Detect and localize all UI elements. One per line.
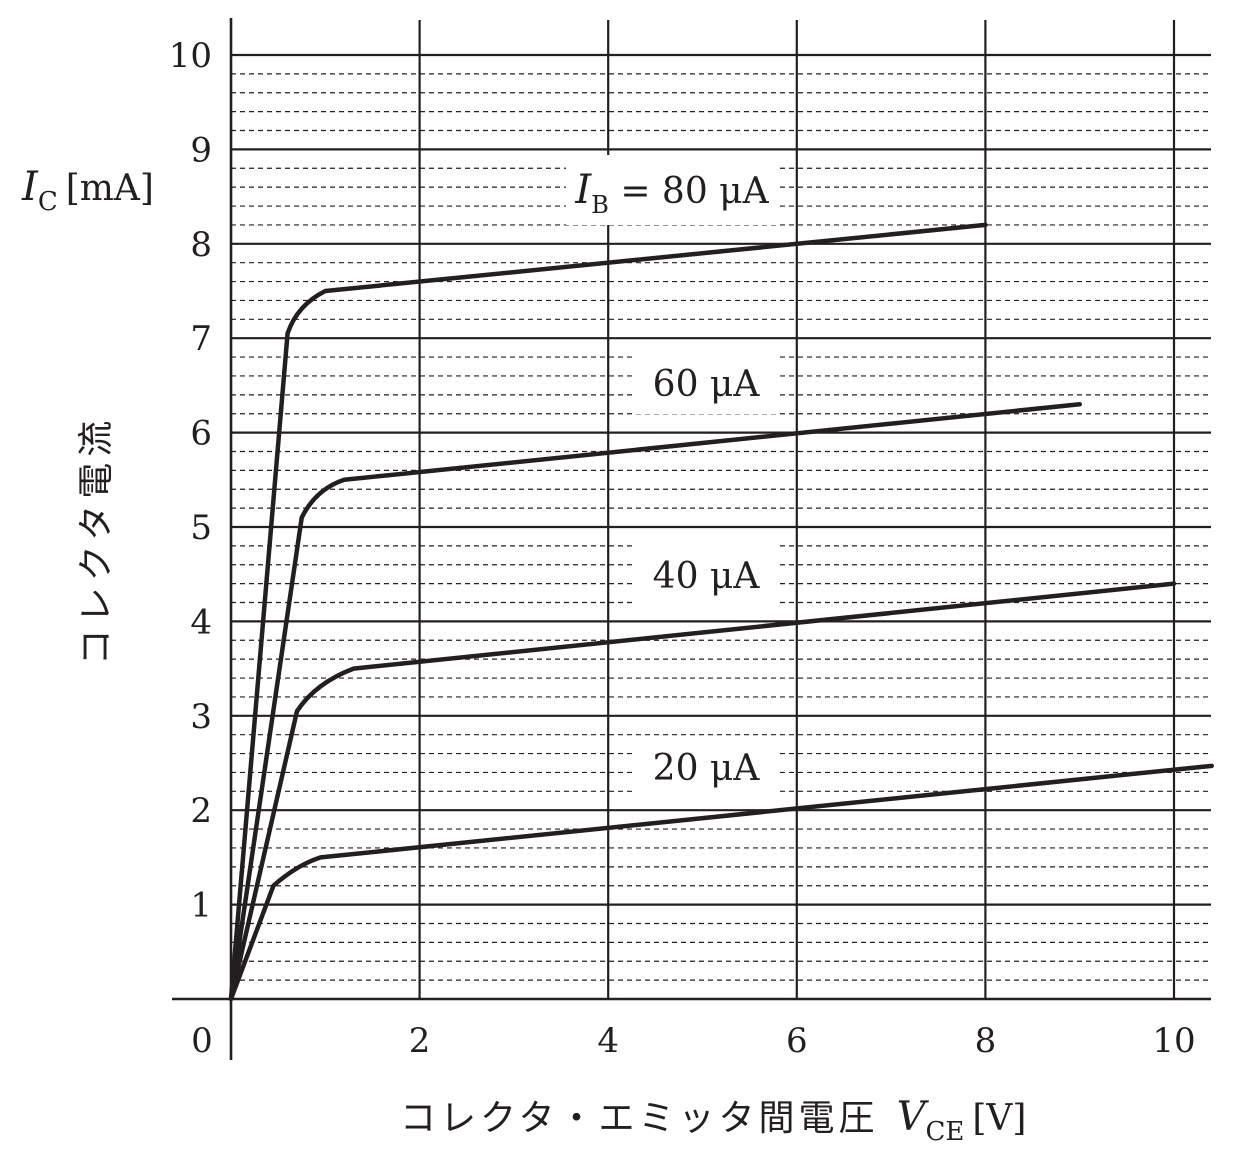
- series-label: IB = 80 μA: [574, 167, 769, 219]
- x-axis-unit: [V]: [972, 1098, 1026, 1139]
- y-tick-label: 4: [190, 602, 212, 642]
- series-label: 20 μA: [653, 748, 761, 789]
- x-axis-title: コレクタ・エミッタ間電圧: [400, 1098, 879, 1139]
- y-tick-label: 3: [190, 697, 212, 737]
- y-tick-label: 5: [190, 508, 212, 548]
- series-curve-3: [228, 763, 1214, 1002]
- series-label: 40 μA: [653, 556, 761, 597]
- y-axis-title: コレクタ電流: [76, 415, 117, 666]
- y-axis-symbol: I: [21, 164, 39, 210]
- x-axis-title-group: コレクタ・エミッタ間電圧 VCE [V]: [400, 1094, 1026, 1147]
- y-tick-label: 10: [169, 36, 212, 76]
- axes: [172, 18, 1211, 1060]
- series-label-bg: [636, 736, 776, 798]
- series-curve-2: [228, 581, 1177, 1002]
- y-tick-label: 6: [190, 414, 212, 454]
- series-curve-0: [228, 222, 988, 1002]
- x-tick-label: 10: [1152, 1021, 1195, 1061]
- y-tick-label: 9: [190, 130, 212, 170]
- series-curve-1: [228, 402, 1082, 1002]
- series-label: 60 μA: [653, 364, 761, 405]
- x-tick-label: 8: [975, 1021, 997, 1061]
- x-tick-label: 2: [409, 1021, 431, 1061]
- series-label-bg: [636, 352, 776, 414]
- origin-label: 0: [191, 1021, 213, 1061]
- y-tick-label: 1: [190, 886, 212, 926]
- x-axis-symbol: V: [897, 1094, 930, 1140]
- y-axis-symbol-sub: C: [38, 187, 58, 217]
- y-tick-label: 2: [190, 791, 212, 831]
- x-axis-symbol-sub: CE: [925, 1117, 964, 1147]
- series-label-bg: [566, 155, 778, 225]
- x-tick-label: 4: [597, 1021, 619, 1061]
- y-axis-unit: [mA]: [66, 168, 154, 209]
- series-label-bg: [636, 544, 776, 606]
- y-tick-label: 8: [190, 225, 212, 265]
- series-curves: [228, 222, 1214, 1002]
- x-tick-label: 6: [786, 1021, 808, 1061]
- y-axis-symbol-label: IC [mA]: [21, 164, 154, 217]
- series-labels: IB = 80 μA 60 μA 40 μA 20 μA: [566, 155, 778, 798]
- y-tick-label: 7: [190, 319, 212, 359]
